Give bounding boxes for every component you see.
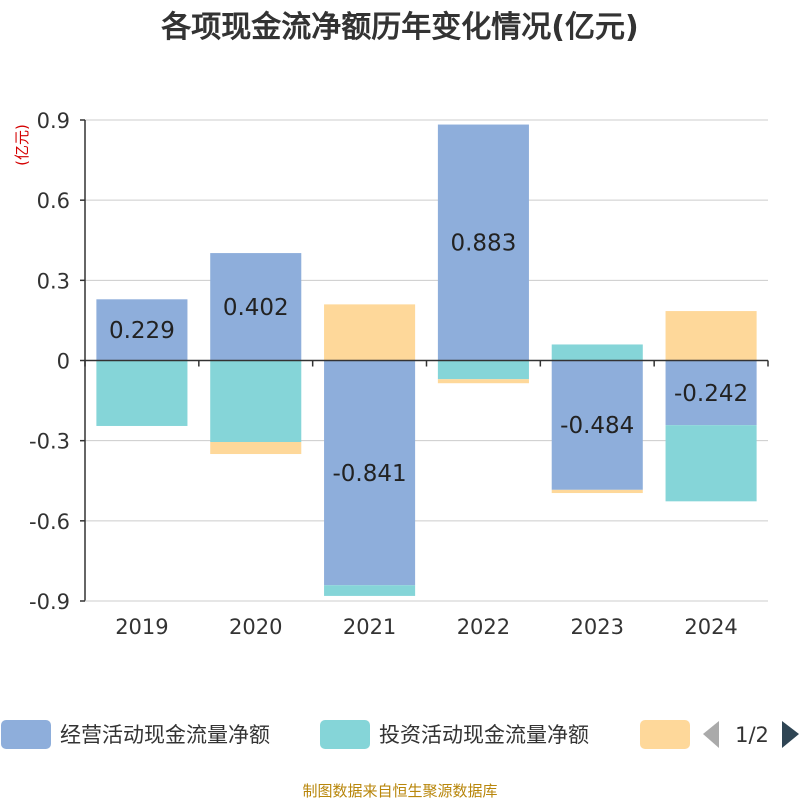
- x-tick-label: 2020: [229, 615, 282, 639]
- bar-financing-2024[interactable]: [665, 311, 757, 361]
- bar-investing-2023[interactable]: [551, 344, 643, 361]
- legend-swatch-financing[interactable]: [640, 720, 690, 749]
- bar-investing-2022[interactable]: [437, 360, 529, 380]
- source-note: 制图数据来自恒生聚源数据库: [302, 782, 497, 800]
- y-tick-label: 0.9: [37, 109, 70, 133]
- bar-financing-2023[interactable]: [551, 489, 643, 494]
- axes: [80, 119, 769, 602]
- x-tick-label: 2019: [115, 615, 168, 639]
- legend-next-icon[interactable]: [782, 721, 799, 748]
- bars: [96, 124, 757, 596]
- bar-operating-2021[interactable]: [324, 360, 416, 586]
- data-labels: 0.229 0.402 -0.841 0.883 -0.484 -0.242: [109, 231, 748, 487]
- data-label: -0.484: [560, 413, 634, 439]
- data-label: -0.841: [333, 461, 407, 487]
- legend: 经营活动现金流量净额 投资活动现金流量净额: [1, 720, 690, 749]
- y-tick-label: 0.6: [37, 189, 70, 213]
- bar-operating-2020[interactable]: [210, 253, 302, 361]
- legend-label[interactable]: 投资活动现金流量净额: [379, 723, 589, 747]
- legend-page-indicator: 1/2: [735, 723, 769, 747]
- x-tick-label: 2024: [684, 615, 737, 639]
- bar-operating-2024[interactable]: [665, 360, 757, 426]
- y-axis-unit: (亿元): [13, 124, 31, 166]
- y-tick-labels: 0.9 0.6 0.3 0 -0.3 -0.6 -0.9: [29, 109, 70, 614]
- legend-swatch-operating[interactable]: [1, 720, 51, 749]
- y-tick-label: -0.6: [29, 510, 70, 534]
- data-label: -0.242: [674, 381, 748, 407]
- bar-investing-2020[interactable]: [210, 360, 302, 443]
- bar-financing-2021[interactable]: [324, 304, 416, 361]
- x-tick-label: 2022: [457, 615, 510, 639]
- y-tick-label: 0: [57, 350, 70, 374]
- bar-investing-2024[interactable]: [665, 425, 757, 502]
- bar-operating-2019[interactable]: [96, 299, 188, 361]
- y-tick-label: -0.3: [29, 430, 70, 454]
- x-tick-label: 2021: [343, 615, 396, 639]
- data-label: 0.229: [109, 318, 175, 344]
- bar-financing-2022[interactable]: [437, 379, 529, 384]
- x-tick-labels: 2019 2020 2021 2022 2023 2024: [115, 615, 738, 639]
- data-label: 0.883: [450, 231, 516, 257]
- x-tick-label: 2023: [571, 615, 624, 639]
- legend-swatch-investing[interactable]: [320, 720, 370, 749]
- legend-prev-icon[interactable]: [703, 721, 719, 748]
- y-tick-label: -0.9: [29, 590, 70, 614]
- legend-label[interactable]: 经营活动现金流量净额: [60, 723, 270, 747]
- bar-operating-2022[interactable]: [437, 124, 529, 361]
- legend-pager: 1/2: [703, 721, 799, 748]
- y-tick-label: 0.3: [37, 269, 70, 293]
- chart-title: 各项现金流净额历年变化情况(亿元): [160, 10, 638, 45]
- bar-financing-2020[interactable]: [210, 442, 302, 455]
- bar-investing-2019[interactable]: [96, 360, 188, 426]
- bar-operating-2023[interactable]: [551, 360, 643, 490]
- bar-investing-2021[interactable]: [324, 585, 416, 596]
- data-label: 0.402: [223, 295, 289, 321]
